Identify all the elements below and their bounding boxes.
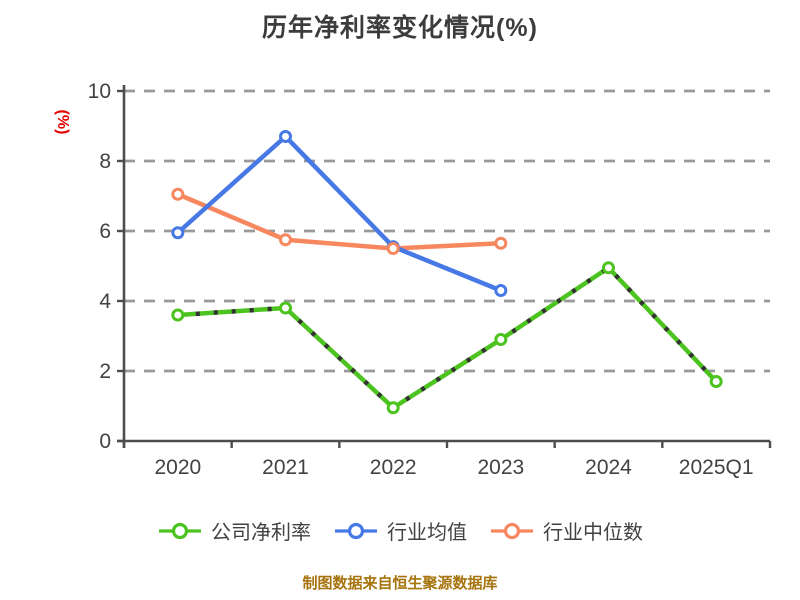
series-line-industry-mean <box>175 134 504 293</box>
legend-marker-industry-median <box>491 522 533 539</box>
data-point-company-net-margin-2020 <box>171 308 185 322</box>
x-tick-label-2023: 2023 <box>477 456 524 479</box>
x-tick-label-2021: 2021 <box>262 456 309 479</box>
series-line-industry-median <box>175 192 504 251</box>
data-point-industry-median-2020 <box>171 187 185 201</box>
data-point-company-net-margin-2023 <box>494 333 508 346</box>
data-point-company-net-margin-2021 <box>279 301 292 315</box>
data-point-company-net-margin-2025Q1 <box>709 375 723 388</box>
y-tick-label-2: 2 <box>99 360 111 383</box>
data-point-company-net-margin-2022 <box>386 401 400 415</box>
data-point-industry-median-2023 <box>494 236 508 250</box>
legend-label-company-net-margin: 公司净利率 <box>211 522 311 544</box>
data-point-company-net-margin-2024 <box>602 261 615 275</box>
series-line-company-net-margin-dash-overlay <box>177 264 718 411</box>
y-tick-label-8: 8 <box>99 150 111 173</box>
data-point-industry-mean-2021 <box>279 130 292 143</box>
data-source-note: 制图数据来自恒生聚源数据库 <box>302 575 498 592</box>
y-tick-label-4: 4 <box>99 290 111 313</box>
series-line-company-net-margin <box>175 265 719 410</box>
data-point-industry-median-2021 <box>279 233 292 247</box>
data-point-industry-mean-2023 <box>494 284 508 297</box>
chart-title: 历年净利率变化情况(%) <box>262 14 538 42</box>
legend-marker-company-net-margin <box>159 522 201 539</box>
data-point-industry-mean-2020 <box>171 226 185 240</box>
x-tick-label-2025Q1: 2025Q1 <box>679 456 754 479</box>
legend-label-industry-mean: 行业均值 <box>387 522 467 544</box>
legend-item-industry-mean[interactable]: 行业均值 <box>333 516 467 545</box>
x-tick-label-2020: 2020 <box>154 456 201 479</box>
legend-label-industry-median: 行业中位数 <box>543 522 643 544</box>
data-point-industry-median-2022 <box>386 242 400 255</box>
legend: 公司净利率 行业均值 行业中位数 <box>0 516 800 545</box>
legend-marker-industry-mean <box>335 522 377 539</box>
x-tick-label-2022: 2022 <box>370 456 417 479</box>
y-tick-label-0: 0 <box>99 430 111 453</box>
y-tick-label-10: 10 <box>88 80 111 103</box>
legend-item-industry-median[interactable]: 行业中位数 <box>489 516 643 545</box>
y-tick-label-6: 6 <box>99 220 111 243</box>
legend-item-company-net-margin[interactable]: 公司净利率 <box>157 516 311 545</box>
x-tick-label-2024: 2024 <box>585 456 632 479</box>
